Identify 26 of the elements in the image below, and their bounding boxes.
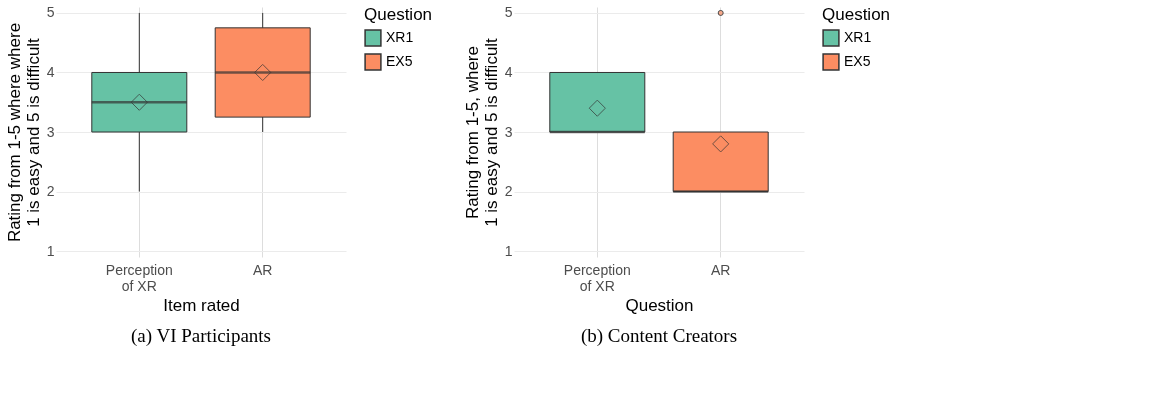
y-tick-label: 2 [46,183,55,200]
y-tick-label: 2 [504,183,513,200]
y-tick-label: 5 [504,4,513,21]
text: (b) Content Creators [580,325,738,347]
x-tick-label: Perception of XR [105,261,173,294]
y-tick-label: 3 [504,123,513,140]
text: (a) VI Participants [131,325,271,347]
y-axis-title: Rating from 1-5 where where 1 is easy and 5 is difficult [4,22,43,243]
legend-title: Question [364,5,433,24]
y-tick-label: 5 [46,4,55,21]
legend-label: XR1 [386,29,414,45]
y-tick-label: 4 [504,63,513,80]
legend-label: EX5 [386,53,413,69]
x-tick-label: Perception of XR [563,261,631,294]
y-tick-label: 1 [504,242,513,259]
legend-label: EX5 [844,53,871,69]
legend-label: XR1 [844,29,872,45]
y-tick-label: 4 [46,63,55,80]
legend-title: Question [822,5,891,24]
y-tick-label: 3 [46,123,55,140]
x-tick-label: AR [710,261,731,278]
y-axis-title: Rating from 1-5, where 1 is easy and 5 is difficult [462,37,501,227]
x-axis-title: Item rated [163,295,240,315]
y-tick-label: 1 [46,242,55,259]
x-tick-label: AR [252,261,273,278]
x-axis-title: Question [625,295,694,315]
